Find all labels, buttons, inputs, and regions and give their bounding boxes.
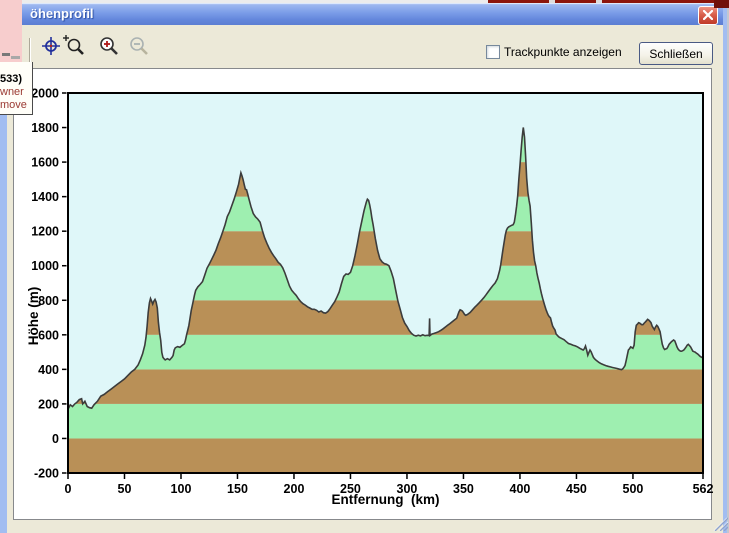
background-pink-panel bbox=[0, 0, 22, 62]
background-mark bbox=[11, 56, 20, 59]
close-button[interactable] bbox=[698, 6, 718, 25]
close-icon bbox=[702, 7, 714, 25]
schliessen-button[interactable]: Schließen bbox=[639, 42, 713, 65]
zoom-out-icon[interactable] bbox=[127, 34, 151, 58]
chart-panel[interactable] bbox=[13, 68, 712, 520]
toolbar-separator bbox=[29, 38, 31, 64]
trackpoints-checkbox[interactable] bbox=[486, 45, 500, 59]
hoehenprofil-dialog: öhenprofil bbox=[0, 3, 727, 533]
title-bar[interactable]: öhenprofil bbox=[7, 3, 723, 25]
tooltip-line: wner bbox=[0, 86, 24, 98]
tooltip-line: 533) bbox=[0, 73, 23, 85]
resize-grip[interactable] bbox=[712, 517, 729, 532]
zoom-in-icon[interactable] bbox=[97, 34, 121, 58]
window-title: öhenprofil bbox=[30, 6, 94, 21]
background-strip-gap bbox=[596, 0, 602, 3]
zoom-region-icon[interactable] bbox=[62, 33, 86, 57]
background-strip bbox=[22, 0, 488, 3]
trackpoints-checkbox-label[interactable]: Trackpunkte anzeigen bbox=[504, 45, 622, 59]
background-window-corner bbox=[714, 0, 729, 8]
toolbar: Trackpunkte anzeigen Schließen bbox=[7, 25, 723, 68]
pan-crosshair-icon[interactable] bbox=[39, 34, 63, 58]
background-tooltip: 533) wner move bbox=[0, 62, 33, 115]
background-strip-right bbox=[727, 8, 729, 533]
background-window-edge bbox=[488, 0, 729, 3]
tooltip-line: move bbox=[0, 99, 27, 111]
background-mark bbox=[2, 53, 10, 56]
background-strip-gap bbox=[549, 0, 555, 3]
